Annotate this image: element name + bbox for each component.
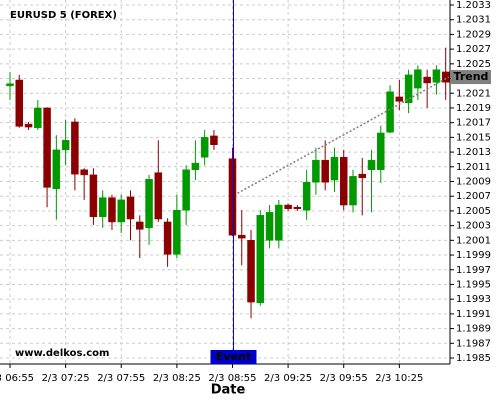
candle-body [293,206,302,209]
y-tick-label: 1.2013 [456,147,491,158]
candle-body [423,76,431,84]
chart-title: EURUSD 5 (FOREX) [10,10,117,21]
x-tick-label: 2/3 10:25 [375,373,423,384]
candle-body [210,135,218,145]
event-label: Event [216,350,251,363]
candle-body [302,181,311,211]
y-tick-label: 1.2031 [456,15,491,26]
x-tick-label: 2/3 08:55 [208,373,256,384]
y-tick-label: 1.2029 [456,29,491,40]
candle-body [24,123,33,128]
x-tick-label: 2/3 07:25 [42,373,90,384]
candle-body [441,71,450,83]
y-tick-label: 1.2015 [456,132,491,143]
candle-body [15,79,24,127]
y-tick-label: 1.1995 [456,279,491,290]
candle-body [395,96,404,102]
y-tick-label: 1.1987 [456,338,491,349]
candle-body [126,196,135,220]
y-tick-label: 1.1989 [456,324,491,335]
y-tick-label: 1.2025 [456,59,491,70]
grid [0,0,450,364]
candle-body [89,174,98,218]
x-tick-label: 2/3 09:55 [320,373,368,384]
y-tick-label: 1.2011 [456,162,491,173]
y-tick-label: 1.2009 [456,177,491,188]
candle-body [98,197,107,218]
x-tick-label: 2/3 08:25 [153,373,201,384]
candle-body [339,156,348,206]
x-tick-label: 2/3 09:25 [264,373,312,384]
y-tick-label: 1.2005 [456,206,491,217]
candle-body [377,132,385,170]
candle-body [358,173,367,179]
candle-body [265,212,274,241]
candle-body [367,159,376,170]
y-tick-label: 1.2017 [456,118,491,129]
y-tick-label: 1.1997 [456,265,491,276]
candle-body [404,74,413,104]
trend-label-box [451,70,491,85]
candle-body [80,169,88,176]
candle-body [145,179,153,229]
y-tick-label: 1.2007 [456,191,491,202]
watermark: www.delkos.com [15,348,109,359]
y-tick-label: 1.1993 [456,294,491,305]
candle-body [34,107,42,129]
candle-body [256,215,265,304]
candle-body [154,172,163,220]
candle-body [284,204,292,209]
trend-label: Trend [454,70,489,83]
candle-body [61,140,70,151]
candle-body [247,240,255,303]
y-tick-label: 1.1999 [456,250,491,261]
candle-body [163,221,172,255]
candle-body [173,209,181,255]
x-axis-title: Date [211,383,246,398]
candle-body [136,221,144,230]
event-label-box [210,350,257,364]
candle-body [43,107,51,188]
candle-body [432,69,441,83]
x-tick-label: 2/3 06:55 [0,373,34,384]
candle-body [275,204,283,241]
y-tick-label: 1.2027 [456,44,491,55]
y-tick-label: 1.1985 [456,353,491,364]
candle-body [200,137,209,158]
candles [6,47,450,319]
candle-body [312,159,320,183]
candle-body [349,176,357,206]
trend-line [237,76,450,194]
candle-body [386,91,394,133]
candle-body [71,121,79,175]
y-tick-label: 1.2021 [456,88,491,99]
y-tick-label: 1.2033 [456,0,491,11]
y-tick-label: 1.2001 [456,235,491,246]
candle-body [330,156,339,181]
candle-body [191,162,200,170]
y-tick-label: 1.2019 [456,103,491,114]
candle-body [414,69,422,89]
candle-body [52,149,61,190]
candle-body [321,159,329,183]
candle-body [238,234,246,239]
candle-body [117,199,125,223]
candle-body [6,83,14,87]
candle-body [182,169,190,211]
y-tick-label: 1.1991 [456,309,491,320]
candle-body [228,158,237,236]
y-tick-label: 1.2003 [456,221,491,232]
x-tick-label: 2/3 07:55 [97,373,145,384]
candle-body [108,197,116,223]
